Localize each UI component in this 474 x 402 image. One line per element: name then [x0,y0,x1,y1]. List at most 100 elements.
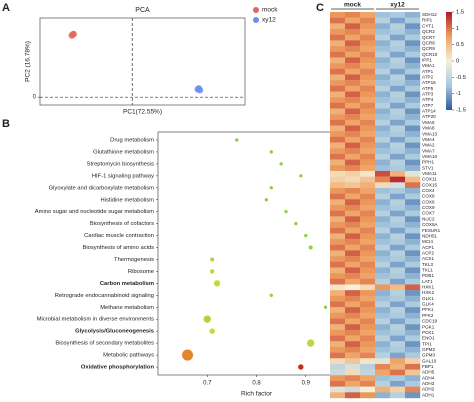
heat-cell [405,346,421,353]
heat-cell [405,91,421,98]
heat-cell [390,210,406,217]
heat-cell [345,222,361,228]
heat-cell [330,227,346,234]
heat-cell [405,23,421,30]
heat-cell [330,256,346,262]
heat-cell [390,233,406,240]
bubble [210,257,215,262]
row-label: COX6 [422,199,435,204]
category-label: Cardiac muscle contraction [84,233,154,239]
heat-cell [345,125,361,132]
heat-cell [330,159,346,166]
heat-cell [330,205,346,211]
heat-cell [405,363,421,370]
heat-cell [345,114,361,121]
heat-cell [330,182,346,189]
heat-cell [375,165,391,172]
heat-cell [405,312,421,319]
heat-cell [330,301,346,308]
heat-cell [390,244,406,251]
heat-cell [345,284,361,291]
heat-cell [345,176,361,183]
row-label: GAL10 [422,358,437,363]
heat-cell [345,91,361,98]
row-label: QCR8 [422,40,435,45]
heat-cell [345,199,361,206]
heat-cell [330,233,346,240]
heat-cell [330,267,346,274]
heat-cell [390,346,406,353]
heat-cell [360,153,376,160]
heat-cell [330,57,346,64]
colorbar-label: 1 [456,26,459,32]
heat-cell [360,193,376,200]
row-label: FBP1 [422,364,434,369]
heat-cell [390,40,406,47]
heat-cell [345,358,361,365]
heat-cell [405,97,421,104]
heat-cell [375,216,391,223]
bubble [269,293,273,297]
heat-cell [390,307,406,314]
heat-cell [360,187,376,194]
bubble [304,233,308,238]
heat-cell [405,136,421,143]
heat-cell [330,290,346,297]
heat-cell [405,380,421,387]
row-label: SDH12 [422,12,437,17]
heat-cell [360,318,376,325]
heat-cell [330,341,346,348]
heat-cell [405,307,421,314]
heat-cell [345,97,361,104]
bubble [269,150,273,154]
heat-cell [360,63,376,69]
row-label: QCR2 [422,29,435,34]
heat-cell [405,131,421,138]
heat-cell [405,244,421,251]
data-point [195,85,203,92]
heat-cell [390,193,406,200]
heat-cell [405,369,421,376]
heat-cell [345,51,361,58]
heat-cell [360,261,376,268]
heat-cell [330,131,346,138]
heat-cell [330,250,346,257]
row-label: ATP16 [422,80,436,85]
row-label: VMA10 [422,154,438,159]
heat-cell [360,278,376,285]
heat-cell [345,307,361,314]
heat-cell [360,386,376,393]
heat-cell [390,256,406,262]
plot-frame [39,17,246,106]
heat-cell [330,278,346,285]
heat-cell [360,97,376,104]
x-tick-label: 0.8 [252,381,261,387]
bubble [323,305,328,309]
heat-cell [375,170,391,177]
heat-cell [330,153,346,160]
heat-cell [360,148,376,155]
heat-cell [330,142,346,149]
heat-cell [345,244,361,251]
heat-cell [345,380,361,387]
row-label: VMA1 [422,63,435,68]
heat-cell [360,324,376,331]
heat-cell [345,318,361,325]
heat-cell [390,295,406,302]
heat-cell [360,290,376,297]
heat-cell [405,216,421,223]
heat-cell [390,165,406,172]
row-label: ADH5 [422,370,435,375]
row-label: COX4 [422,188,435,193]
category-label: Oxidative phosphorylation [81,365,155,371]
heat-cell [345,187,361,194]
row-label: QCR9 [422,46,435,51]
heat-cell [345,369,361,376]
row-label: VMA2 [422,143,435,148]
heat-cell [360,199,376,206]
heat-cell [375,136,391,143]
heat-cell [345,23,361,30]
row-label: PFK2 [422,313,434,318]
row-label: PPH1 [422,160,434,165]
heat-cell [375,256,391,262]
